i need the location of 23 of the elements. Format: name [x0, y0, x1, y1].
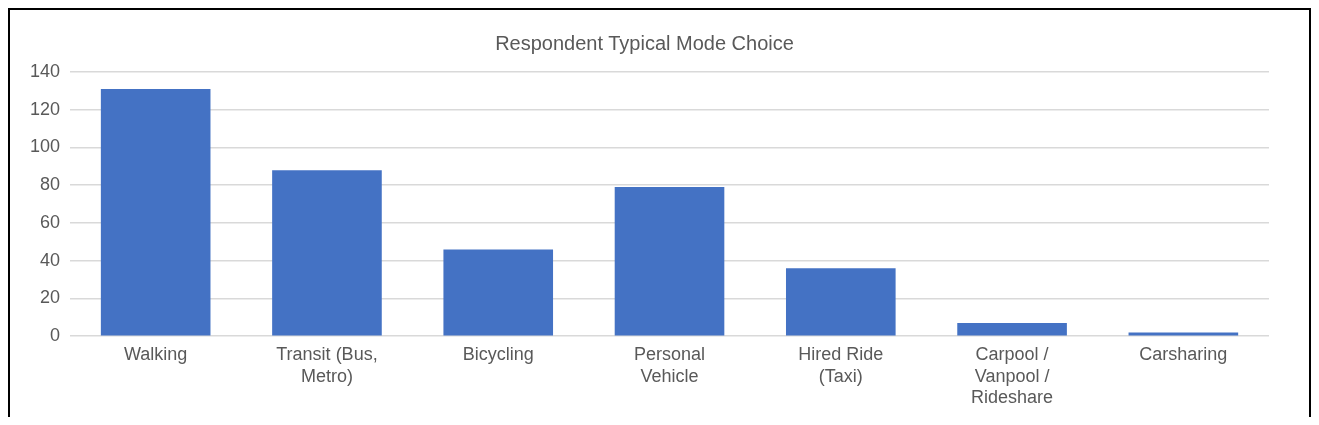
bar — [785, 268, 896, 336]
bar — [957, 322, 1067, 336]
x-tick-label: Walking — [123, 343, 188, 364]
x-tick-label: Carpool / Vanpool / Rideshare — [971, 343, 1054, 408]
x-tick-label: Carsharing — [1139, 343, 1228, 364]
y-tick-label: 140 — [29, 60, 61, 81]
bar — [100, 88, 211, 336]
y-tick-label: 40 — [40, 249, 61, 270]
bar — [1128, 332, 1239, 336]
x-tick-label: Hired Ride (Taxi) — [798, 343, 884, 386]
y-tick-label: 20 — [40, 287, 61, 308]
x-tick-label: Bicycling — [462, 343, 534, 364]
y-tick-label: 120 — [29, 98, 61, 119]
y-tick-label: 0 — [50, 325, 61, 346]
chart-title: Respondent Typical Mode Choice — [495, 31, 794, 54]
y-tick-label: 80 — [40, 174, 61, 195]
x-tick-label: Personal Vehicle — [633, 343, 706, 386]
bar — [443, 249, 554, 336]
y-tick-label: 60 — [40, 211, 61, 232]
x-tick-label: Transit (Bus, Metro) — [276, 343, 378, 386]
y-tick-label: 100 — [29, 136, 61, 157]
bar — [272, 170, 382, 336]
bar — [614, 187, 725, 336]
